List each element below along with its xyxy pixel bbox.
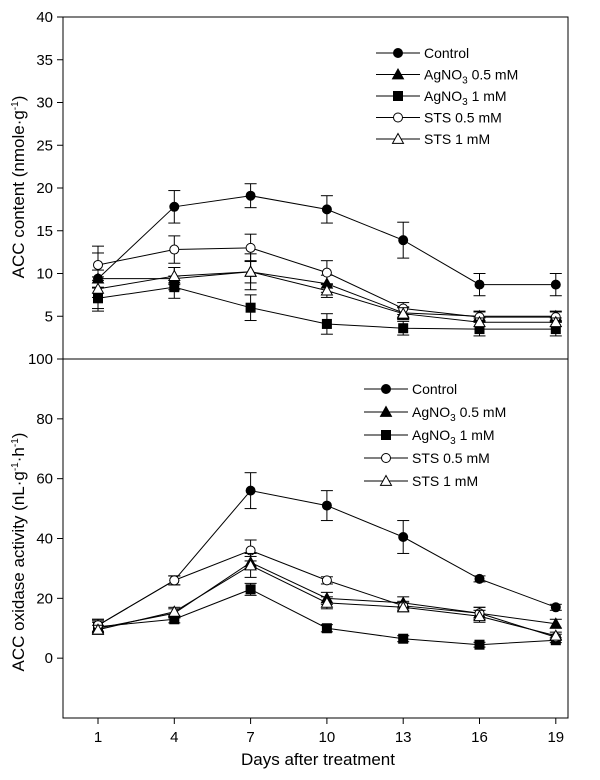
top-series-agno3-1-mm <box>92 275 562 337</box>
top-series-sts-1-mm <box>91 253 563 328</box>
data-point <box>321 267 332 278</box>
data-point <box>245 302 256 313</box>
legend-marker <box>393 91 403 101</box>
x-tick-label: 16 <box>471 729 488 746</box>
bottom-series-sts-1-mm <box>91 552 563 641</box>
bottom-y-axis-title: ACC oxidase activity (nL·g-1·h-1) <box>9 433 28 672</box>
legend-label-agno3-0-5-mm: AgNO3 0.5 mM <box>424 67 518 87</box>
data-point <box>549 629 563 641</box>
bottom-legend: Control AgNO3 0.5 mM AgNO3 1 mM STS 0.5 mM S… <box>364 381 506 489</box>
top-y-tick-label: 30 <box>36 95 53 112</box>
panel-acc-content: 5 10 15 20 25 30 35 40 Control AgNO3 0.5 mMAgNO3 … <box>36 9 569 360</box>
top-y-tick-label: 5 <box>45 308 53 325</box>
bottom-y-tick-label: 0 <box>45 650 53 667</box>
bottom-y-tick-label: 80 <box>36 411 53 428</box>
data-point <box>321 500 332 511</box>
x-tick-label: 4 <box>170 729 178 746</box>
top-y-tick-label: 20 <box>36 180 53 197</box>
bottom-y-tick-label: 60 <box>36 471 53 488</box>
bottom-y-tick-label: 100 <box>28 351 53 368</box>
data-point <box>396 307 410 319</box>
data-point <box>167 605 181 617</box>
data-point <box>398 323 409 334</box>
bottom-series-agno3-1-mm <box>92 582 562 650</box>
data-point <box>320 596 334 608</box>
data-point <box>474 573 485 584</box>
data-point <box>91 623 105 635</box>
legend-label-control: Control <box>424 45 469 61</box>
data-point <box>398 532 409 543</box>
legend-marker <box>393 112 403 123</box>
x-axis-title: Days after treatment <box>241 750 395 769</box>
data-point <box>245 584 256 595</box>
top-y-tick-label: 15 <box>36 223 53 240</box>
legend-marker <box>391 132 405 144</box>
legend-label-sts-1-mm: STS 1 mM <box>412 473 478 489</box>
x-tick-label: 1 <box>94 729 102 746</box>
x-tick-label: 13 <box>395 729 412 746</box>
data-point <box>473 315 486 328</box>
legend-label-sts-1-mm: STS 1 mM <box>424 131 490 147</box>
legend-marker <box>391 67 405 80</box>
data-point <box>473 609 486 622</box>
legend-marker <box>393 48 403 58</box>
data-point <box>321 623 332 634</box>
top-y-tick-label: 40 <box>36 9 53 26</box>
data-point <box>245 190 256 201</box>
legend-label-agno3-0-5-mm: AgNO3 0.5 mM <box>412 404 506 424</box>
data-point <box>321 575 332 586</box>
data-point <box>550 279 561 290</box>
legend-marker <box>379 474 393 486</box>
data-point <box>245 485 256 496</box>
data-point <box>321 318 332 329</box>
data-point <box>398 633 409 644</box>
data-point <box>167 269 181 281</box>
data-point <box>169 201 180 212</box>
data-point <box>321 204 332 215</box>
x-tick-label: 7 <box>246 729 254 746</box>
legend-label-sts-0-5-mm: STS 0.5 mM <box>412 450 490 466</box>
data-point <box>169 575 180 586</box>
data-point <box>398 235 409 246</box>
data-point <box>550 602 561 613</box>
legend-marker <box>381 453 391 463</box>
legend-marker <box>379 405 393 417</box>
legend-label-control: Control <box>412 381 457 397</box>
x-tick-label: 10 <box>319 729 336 746</box>
data-point <box>549 315 563 328</box>
top-y-tick-label: 10 <box>36 266 53 283</box>
data-point <box>396 600 410 613</box>
data-point <box>474 639 485 650</box>
legend-marker <box>381 430 391 440</box>
x-tick-label: 19 <box>547 729 564 746</box>
legend-marker <box>381 384 391 394</box>
data-point <box>169 244 180 255</box>
bottom-series-agno3-0-5-mm <box>91 555 563 635</box>
panel-acc-oxidase: 0 20 40 60 80 100 Control AgNO3 0.5 mM AgNO3 1 m… <box>28 351 569 719</box>
data-point <box>244 265 257 277</box>
data-point <box>245 242 256 253</box>
data-point <box>91 282 105 294</box>
top-y-tick-label: 25 <box>36 137 53 154</box>
bottom-y-tick-label: 40 <box>36 531 53 548</box>
data-point <box>474 279 485 290</box>
data-point <box>244 558 257 571</box>
data-point <box>549 617 563 629</box>
data-point <box>320 284 334 296</box>
legend-label-agno3-1-mm: AgNO3 1 mM <box>424 88 507 108</box>
top-y-tick-label: 35 <box>36 52 53 69</box>
bottom-y-tick-label: 20 <box>36 590 53 607</box>
x-axis: 1 4 7 10 13 16 19 <box>94 718 564 746</box>
legend-label-agno3-1-mm: AgNO3 1 mM <box>412 427 495 447</box>
top-y-axis-title: ACC content (nmole·g-1) <box>9 96 28 279</box>
legend-label-sts-0-5-mm: STS 0.5 mM <box>424 110 502 126</box>
data-point <box>93 259 103 270</box>
